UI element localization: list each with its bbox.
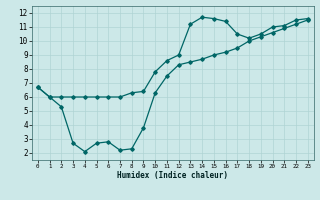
X-axis label: Humidex (Indice chaleur): Humidex (Indice chaleur) [117,171,228,180]
